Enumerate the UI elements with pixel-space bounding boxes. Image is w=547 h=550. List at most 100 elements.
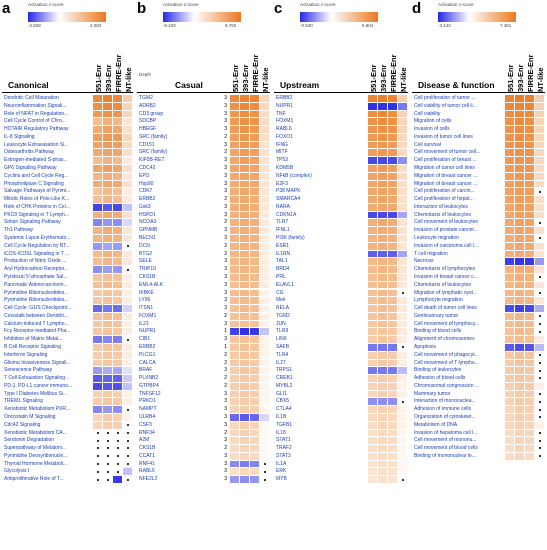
heatmap-cell[interactable] (113, 390, 123, 399)
heatmap-cell[interactable] (123, 258, 133, 267)
heatmap-cell[interactable] (260, 460, 270, 469)
heatmap-cell[interactable] (525, 429, 535, 438)
heatmap-cell[interactable] (250, 273, 260, 282)
heatmap-cell[interactable] (398, 188, 408, 197)
heatmap-cell[interactable] (93, 258, 103, 267)
heatmap-cell[interactable] (525, 250, 535, 259)
row-label[interactable]: Sirtuin Signaling Pathway (4, 219, 61, 226)
heatmap-cell[interactable] (123, 157, 133, 165)
heatmap-cell[interactable] (535, 180, 545, 189)
heatmap-cell[interactable] (260, 476, 270, 484)
heatmap-cell[interactable] (398, 95, 408, 103)
row-label[interactable]: TLR4 (276, 351, 289, 358)
heatmap-cell[interactable] (230, 273, 240, 282)
heatmap-cell[interactable] (260, 110, 270, 119)
heatmap-cell[interactable] (398, 203, 408, 212)
heatmap-cell[interactable] (93, 305, 103, 313)
heatmap-cell[interactable] (398, 196, 408, 204)
heatmap-cell[interactable] (230, 351, 240, 360)
heatmap-cell[interactable] (515, 180, 525, 189)
heatmap-cell[interactable] (103, 312, 113, 321)
heatmap-cell[interactable] (505, 429, 515, 438)
heatmap-cell[interactable] (250, 250, 260, 259)
heatmap-cell[interactable] (378, 219, 388, 228)
heatmap-cell[interactable] (240, 281, 250, 290)
heatmap-cell[interactable] (505, 95, 515, 103)
heatmap-cell[interactable] (535, 250, 545, 259)
row-label[interactable]: Migration of lymphatic syst... (414, 289, 478, 296)
heatmap-cell[interactable] (240, 476, 250, 484)
heatmap-cell[interactable] (250, 172, 260, 181)
heatmap-cell[interactable] (230, 375, 240, 383)
heatmap-cell[interactable] (103, 297, 113, 306)
row-label[interactable]: Cell Cycle Regulation by BT... (4, 242, 70, 249)
heatmap-cell[interactable] (368, 445, 378, 453)
heatmap-cell[interactable] (93, 367, 103, 376)
row-label[interactable]: Cell proliferation of carcin... (414, 188, 475, 195)
row-label[interactable]: Glioma Invasiveness Signali... (4, 359, 71, 366)
heatmap-cell[interactable] (113, 421, 123, 430)
heatmap-cell[interactable] (505, 227, 515, 236)
heatmap-cell[interactable] (123, 297, 133, 306)
heatmap-cell[interactable] (505, 297, 515, 306)
heatmap-cell[interactable] (240, 328, 250, 337)
heatmap-cell[interactable] (378, 188, 388, 197)
heatmap-cell[interactable] (103, 445, 113, 453)
row-label[interactable]: Mek (276, 297, 286, 304)
heatmap-cell[interactable] (505, 406, 515, 414)
heatmap-cell[interactable] (260, 320, 270, 329)
heatmap-cell[interactable] (250, 312, 260, 321)
heatmap-cell[interactable] (123, 437, 133, 446)
heatmap-cell[interactable] (113, 320, 123, 329)
row-label[interactable]: CTLA4 (276, 406, 292, 413)
row-label[interactable]: Cell movement of mononu... (414, 437, 477, 444)
heatmap-cell[interactable] (240, 421, 250, 430)
row-label[interactable]: Role of CHK Proteins in Cel... (4, 203, 70, 210)
heatmap-cell[interactable] (368, 172, 378, 181)
heatmap-cell[interactable] (230, 328, 240, 337)
row-label[interactable]: TRPS1 (276, 367, 293, 374)
heatmap-cell[interactable] (240, 343, 250, 352)
heatmap-cell[interactable] (230, 203, 240, 212)
heatmap-cell[interactable] (378, 375, 388, 383)
heatmap-cell[interactable] (240, 429, 250, 438)
heatmap-cell[interactable] (103, 258, 113, 267)
row-label[interactable]: NFkB (complex) (276, 172, 312, 179)
heatmap-cell[interactable] (260, 336, 270, 344)
heatmap-cell[interactable] (260, 413, 270, 422)
heatmap-cell[interactable] (525, 235, 535, 243)
heatmap-cell[interactable] (388, 452, 398, 461)
heatmap-cell[interactable] (240, 180, 250, 189)
row-label[interactable]: LIN9 (276, 336, 287, 343)
heatmap-cell[interactable] (240, 468, 250, 477)
heatmap-cell[interactable] (505, 367, 515, 376)
row-label[interactable]: CIB1 (139, 336, 151, 343)
row-label[interactable]: CKS1B (139, 445, 156, 452)
row-label[interactable]: TGM2 (139, 95, 153, 101)
heatmap-cell[interactable] (525, 219, 535, 228)
row-label[interactable]: PLXNB2 (139, 375, 159, 382)
heatmap-cell[interactable] (368, 398, 378, 407)
heatmap-cell[interactable] (113, 336, 123, 344)
heatmap-cell[interactable] (378, 421, 388, 430)
row-label[interactable]: IL1RN (276, 250, 291, 257)
heatmap-cell[interactable] (123, 476, 133, 484)
heatmap-cell[interactable] (230, 149, 240, 158)
heatmap-cell[interactable] (250, 351, 260, 360)
heatmap-cell[interactable] (123, 165, 133, 173)
row-label[interactable]: EPO (139, 172, 150, 179)
heatmap-cell[interactable] (525, 211, 535, 220)
row-label[interactable]: Migration of tumor cell lines (414, 165, 475, 172)
row-label[interactable]: NUPR1 (276, 102, 293, 109)
heatmap-cell[interactable] (378, 273, 388, 282)
heatmap-cell[interactable] (250, 343, 260, 352)
heatmap-cell[interactable] (93, 219, 103, 228)
row-label[interactable]: KIF5B-RET (139, 157, 165, 164)
heatmap-cell[interactable] (398, 180, 408, 189)
row-label[interactable]: CSF3 (139, 421, 152, 428)
heatmap-cell[interactable] (398, 258, 408, 267)
heatmap-cell[interactable] (93, 382, 103, 391)
heatmap-cell[interactable] (398, 157, 408, 165)
row-label[interactable]: STAT1 (276, 437, 291, 444)
row-label[interactable]: Chemotaxis of leukocytes (414, 281, 471, 288)
